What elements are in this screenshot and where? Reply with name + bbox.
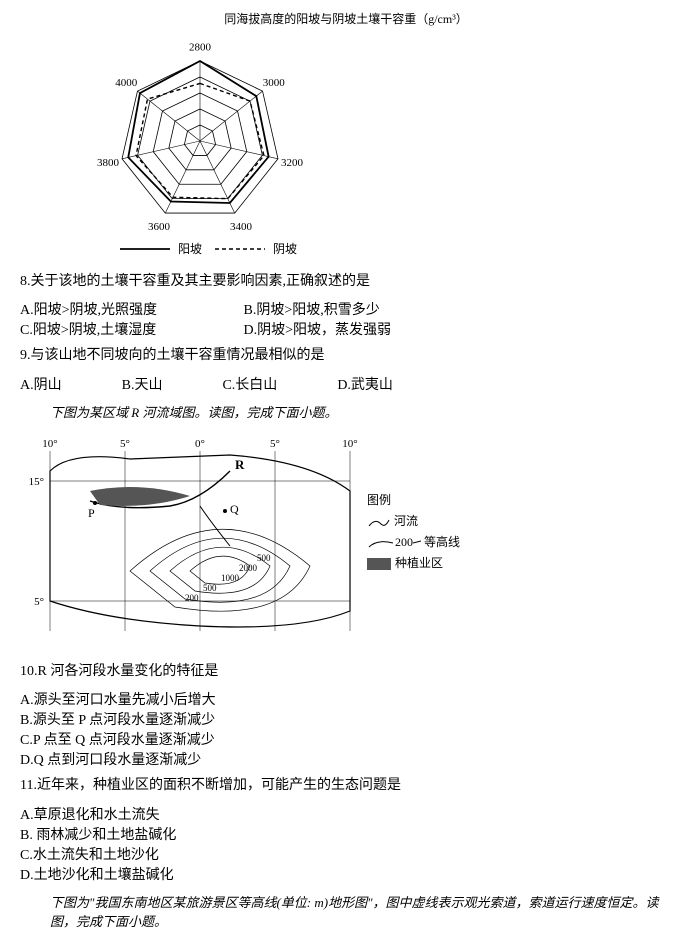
svg-text:5°: 5° (120, 438, 130, 450)
q11-option-c: C.水土流失和土地沙化 (20, 844, 672, 864)
q9-option-a: A.阴山 (20, 374, 62, 394)
svg-text:阳坡: 阳坡 (178, 242, 202, 256)
question-9: 9.与该山地不同坡向的土壤干容重情况最相似的是 (20, 345, 672, 367)
map-figure: 10°5°0°5°10°15°5°20050010002000500RPQ 图例… (20, 431, 460, 651)
svg-text:5°: 5° (270, 438, 280, 450)
legend-title: 图例 (367, 491, 460, 508)
svg-text:4000: 4000 (115, 77, 137, 89)
svg-text:2000: 2000 (239, 563, 258, 573)
q11-option-b: B. 雨林减少和土地盐碱化 (20, 824, 672, 844)
q10-option-d: D.Q 点到河口段水量逐渐减少 (20, 749, 672, 769)
q9-options: A.阴山 B.天山 C.长白山 D.武夷山 (20, 374, 672, 394)
question-8: 8.关于该地的土壤干容重及其主要影响因素,正确叙述的是 (20, 271, 672, 293)
q10-option-a: A.源头至河口水量先减小后增大 (20, 689, 672, 709)
q10-option-c: C.P 点至 Q 点河段水量逐渐减少 (20, 729, 672, 749)
map-legend: 图例 河流 200 等高线 种植业区 (367, 491, 460, 575)
svg-text:10°: 10° (42, 438, 57, 450)
q10-option-b: B.源头至 P 点河段水量逐渐减少 (20, 709, 672, 729)
radar-chart-title: 同海拔高度的阳坡与阴坡土壤干容重（g/cm³） (20, 10, 672, 27)
question-10: 10.R 河各河段水量变化的特征是 (20, 661, 672, 683)
svg-text:3400: 3400 (230, 221, 253, 233)
legend-farm: 种植业区 (367, 554, 460, 571)
svg-text:3200: 3200 (281, 157, 304, 169)
svg-text:200: 200 (185, 593, 199, 603)
q8-options: A.阳坡>阴坡,光照强度 B.阴坡>阳坡,积雪多少 C.阳坡>阴坡,土壤湿度 D… (20, 299, 672, 339)
svg-text:500: 500 (203, 583, 217, 593)
svg-text:R: R (235, 457, 245, 472)
q11-options: A.草原退化和水土流失 B. 雨林减少和土地盐碱化 C.水土流失和土地沙化 D.… (20, 804, 672, 884)
svg-text:P: P (88, 506, 95, 520)
svg-text:1000: 1000 (221, 573, 240, 583)
q8-option-b: B.阴坡>阳坡,积雪多少 (244, 303, 380, 318)
radar-chart: 2800 3000 3200 3400 3600 3800 4000 阳坡 阴坡 (60, 31, 340, 261)
intro-text-2: 下图为某区域 R 河流域图。读图，完成下面小题。 (50, 402, 672, 421)
legend-river: 河流 (367, 512, 460, 529)
intro-text-3: 下图为"我国东南地区某旅游景区等高线(单位: m)地形图"，图中虚线表示观光索道… (50, 892, 672, 930)
svg-text:Q: Q (230, 502, 239, 516)
svg-text:2800: 2800 (189, 42, 212, 54)
svg-text:10°: 10° (342, 438, 357, 450)
q11-option-a: A.草原退化和水土流失 (20, 804, 672, 824)
legend-contour: 200 等高线 (367, 533, 460, 550)
svg-text:15°: 15° (29, 476, 44, 488)
q8-option-d: D.阴坡>阳坡，蒸发强弱 (244, 323, 392, 338)
q9-option-c: C.长白山 (222, 374, 277, 394)
svg-text:0°: 0° (195, 438, 205, 450)
q8-option-a: A.阳坡>阴坡,光照强度 (20, 299, 240, 319)
q9-option-b: B.天山 (122, 374, 163, 394)
svg-text:3000: 3000 (263, 77, 286, 89)
q8-option-c: C.阳坡>阴坡,土壤湿度 (20, 319, 240, 339)
svg-text:3600: 3600 (148, 221, 171, 233)
q10-options: A.源头至河口水量先减小后增大 B.源头至 P 点河段水量逐渐减少 C.P 点至… (20, 689, 672, 769)
q9-option-d: D.武夷山 (337, 374, 393, 394)
svg-text:阴坡: 阴坡 (273, 242, 297, 256)
question-11: 11.近年来，种植业区的面积不断增加，可能产生的生态问题是 (20, 775, 672, 797)
svg-text:3800: 3800 (97, 157, 120, 169)
q11-option-d: D.土地沙化和土壤盐碱化 (20, 864, 672, 884)
svg-text:500: 500 (257, 553, 271, 563)
svg-text:5°: 5° (34, 596, 44, 608)
